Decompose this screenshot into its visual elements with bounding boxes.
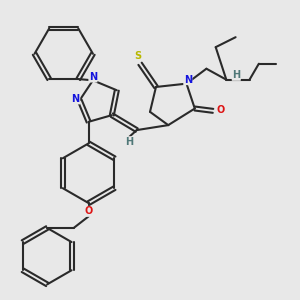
Text: N: N <box>184 75 192 85</box>
Text: H: H <box>232 70 240 80</box>
Text: N: N <box>72 94 80 104</box>
Text: H: H <box>125 137 134 147</box>
Text: N: N <box>89 72 97 82</box>
Text: O: O <box>217 105 225 115</box>
Text: O: O <box>85 206 93 216</box>
Text: S: S <box>134 51 141 62</box>
